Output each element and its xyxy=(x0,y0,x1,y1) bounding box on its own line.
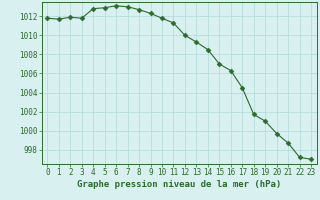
X-axis label: Graphe pression niveau de la mer (hPa): Graphe pression niveau de la mer (hPa) xyxy=(77,180,281,189)
